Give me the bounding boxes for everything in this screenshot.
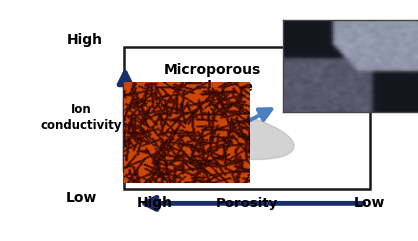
Text: Microporous
membrane: Microporous membrane bbox=[163, 63, 261, 94]
Text: Ion
conductivity: Ion conductivity bbox=[41, 103, 122, 133]
Text: High: High bbox=[66, 33, 103, 47]
Text: New: New bbox=[311, 34, 348, 49]
Text: High: High bbox=[136, 196, 172, 210]
Text: Porosity: Porosity bbox=[216, 197, 278, 210]
Ellipse shape bbox=[135, 105, 294, 160]
Text: Low: Low bbox=[66, 191, 97, 205]
Text: Low: Low bbox=[354, 196, 385, 210]
Bar bbox=[124, 47, 370, 188]
